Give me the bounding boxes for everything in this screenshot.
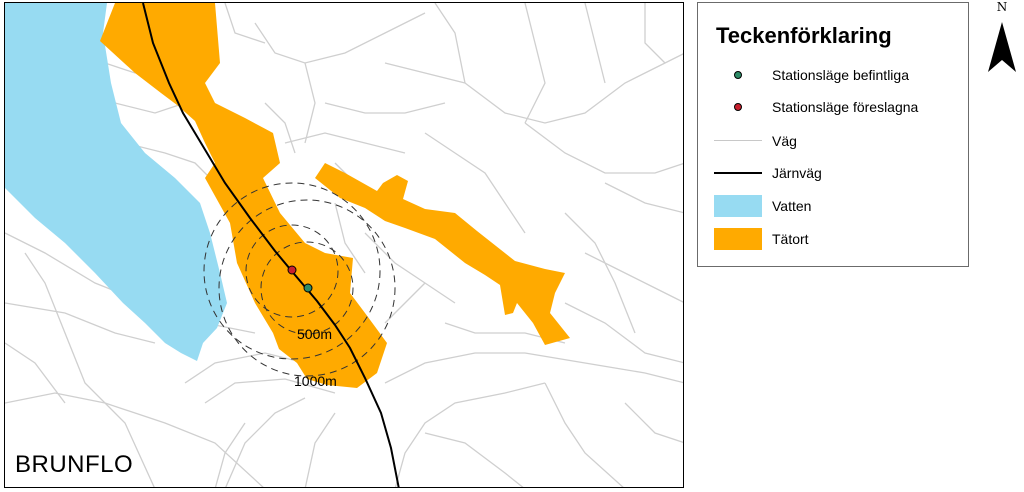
outer-ring-proposed	[203, 182, 381, 360]
red-dot-icon	[734, 103, 742, 111]
legend-item-urban: Tätort	[714, 227, 964, 251]
station-existing-marker[interactable]	[303, 283, 313, 293]
water-symbol	[714, 194, 762, 218]
map-canvas	[5, 3, 683, 487]
map-view[interactable]: 500m 1000m BRUNFLO	[4, 2, 684, 488]
north-arrow: N	[984, 0, 1020, 80]
road-symbol	[714, 129, 762, 153]
legend-item-proposed-station: Stationsläge föreslagna	[714, 95, 964, 119]
legend-label: Järnväg	[772, 165, 822, 181]
water-swatch-icon	[714, 195, 762, 217]
inner-ring-proposed	[245, 224, 339, 318]
ring-label-1000m: 1000m	[294, 373, 337, 389]
legend-label: Vatten	[772, 198, 812, 214]
railway-line	[142, 3, 400, 487]
gray-line-icon	[714, 140, 762, 141]
north-arrow-icon	[988, 22, 1016, 72]
legend-title: Teckenförklaring	[716, 23, 892, 48]
urban-symbol	[714, 227, 762, 251]
legend-item-railway: Järnväg	[714, 161, 964, 185]
legend-label: Stationsläge föreslagna	[772, 99, 919, 115]
black-line-icon	[714, 172, 762, 174]
proposed-station-symbol	[714, 95, 762, 119]
green-dot-icon	[734, 71, 742, 79]
outer-ring-existing	[218, 199, 396, 377]
legend-label: Väg	[772, 133, 797, 149]
legend-item-existing-station: Stationsläge befintliga	[714, 63, 964, 87]
road-network	[5, 3, 683, 487]
water-area	[5, 3, 227, 361]
ring-label-500m: 500m	[297, 326, 333, 342]
urban-swatch-icon	[714, 228, 762, 250]
legend-panel: Teckenförklaring Stationsläge befintliga…	[697, 2, 969, 267]
existing-station-symbol	[714, 63, 762, 87]
buffer-rings	[203, 182, 396, 377]
legend-label: Tätort	[772, 231, 809, 247]
inner-ring-existing	[260, 241, 354, 335]
legend-label: Stationsläge befintliga	[772, 67, 909, 83]
railway-symbol	[714, 161, 762, 185]
legend-item-water: Vatten	[714, 194, 964, 218]
legend-item-road: Väg	[714, 129, 964, 153]
north-label: N	[996, 0, 1008, 14]
station-proposed-marker[interactable]	[287, 265, 297, 275]
urban-area	[100, 3, 570, 388]
place-name-label: BRUNFLO	[15, 451, 134, 478]
